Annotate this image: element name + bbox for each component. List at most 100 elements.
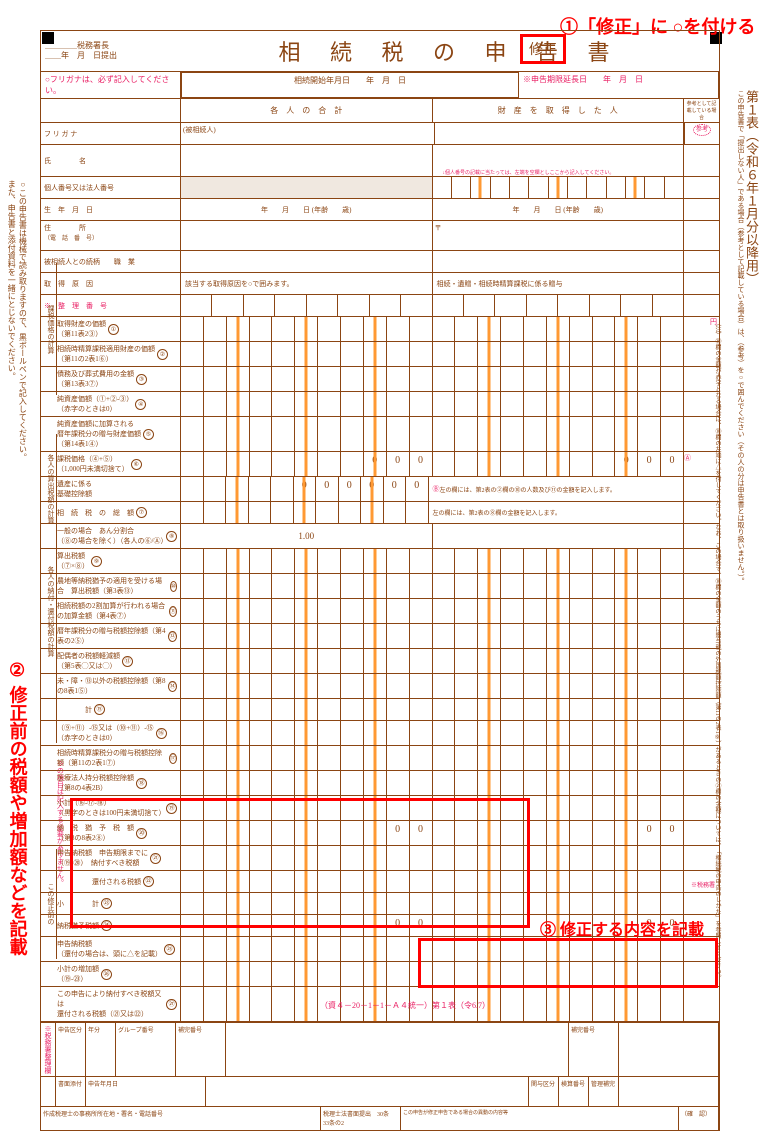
value-left[interactable] <box>181 392 433 416</box>
value-left[interactable]: 00 <box>181 915 433 936</box>
preparer-addr[interactable]: 作成税理士の事務所所在地・署名・電話番号 <box>41 1107 321 1130</box>
value-left[interactable] <box>181 674 433 698</box>
value-right[interactable] <box>433 893 685 914</box>
value-left[interactable] <box>181 846 433 870</box>
value-left[interactable] <box>181 893 433 914</box>
row-label: 未・障・⑬以外の税額控除額（第8の8表1⑤）⑭ <box>41 674 181 698</box>
value-right[interactable] <box>433 771 685 795</box>
value-left[interactable] <box>181 549 433 573</box>
row-label: 申告納税額 （還付の場合は、頭に△を記載）㉕ <box>41 937 181 961</box>
birth-right[interactable]: 年 月 日 (年齢 歳) <box>433 199 685 220</box>
footer-preparer: 作成税理士の事務所所在地・署名・電話番号 税理士法書面提出 30条 33条の2 … <box>41 1106 719 1130</box>
relation-right[interactable] <box>433 251 685 272</box>
value-right[interactable] <box>433 937 685 961</box>
row-mark <box>684 417 719 451</box>
value-right[interactable] <box>433 846 685 870</box>
row-mark <box>684 721 719 745</box>
value-left[interactable] <box>181 417 433 451</box>
address-right[interactable]: 〒 <box>433 221 685 250</box>
f2-1: 書面添付 <box>56 1077 86 1106</box>
furigana-right[interactable] <box>435 123 685 144</box>
col-header-total: 各 人 の 合 計 <box>181 99 433 122</box>
row-mark <box>684 796 719 820</box>
value-right[interactable] <box>433 746 685 770</box>
value-right[interactable] <box>433 599 685 623</box>
row-label: 納税猶予税額㉔ <box>41 915 181 936</box>
f-3: グループ番号 <box>116 1023 176 1076</box>
value-right[interactable] <box>433 871 685 892</box>
column-headers: 各 人 の 合 計 財 産 を 取 得 し た 人 参考として記載している場合 <box>41 99 719 123</box>
f2-2: 申告年月日 <box>86 1077 206 1106</box>
value-left[interactable]: 00 <box>181 821 433 845</box>
value-left[interactable] <box>181 574 433 598</box>
value-left[interactable] <box>181 649 433 673</box>
row-label: 相 続 税 の 総 額⑦ <box>41 502 181 523</box>
value-right[interactable] <box>433 317 685 341</box>
value-right[interactable] <box>433 624 685 648</box>
row-label: 申告納税額 申告期限までに （⑲-⑳） 納付すべき税額㉑ <box>41 846 181 870</box>
birth-left[interactable]: 年 月 日 (年齢 歳) <box>181 199 433 220</box>
row-mark <box>684 962 719 986</box>
cause-options[interactable]: 相続・遺贈・相続時精算課税に係る贈与 <box>433 273 685 294</box>
mynumber-right[interactable]: ↓個人番号の記載に当たっては、左端を空欄としここから記入してください。 <box>433 177 685 198</box>
calc-row-4: 純資産価額（①+②-③） （赤字のときは0）④ <box>41 392 719 417</box>
furigana-left[interactable]: (被相続人) <box>181 123 435 144</box>
value-left[interactable] <box>181 937 433 961</box>
value-right[interactable]: 000 <box>433 452 685 476</box>
value-left[interactable] <box>181 624 433 648</box>
office-label: 税務署長 <box>77 41 109 50</box>
row-mark <box>684 674 719 698</box>
shusei-checkbox[interactable]: 修正 <box>520 34 566 64</box>
calc-row-22: 申告納税額 申告期限までに （⑲-⑳） 納付すべき税額㉑ <box>41 846 719 871</box>
row-mark <box>684 821 719 845</box>
title-bar: ＿＿＿＿税務署長 ＿＿年 月 日提出 相 続 税 の 申 告 書 <box>41 31 719 72</box>
calc-row-24: この修正前の小 計㉓ <box>41 893 719 915</box>
f2-4: 検算番号 <box>559 1077 589 1106</box>
value-left[interactable] <box>181 962 433 986</box>
value-left[interactable] <box>181 367 433 391</box>
value-right[interactable] <box>433 342 685 366</box>
submit-date-label: 年 月 日提出 <box>61 51 117 60</box>
value-left[interactable] <box>181 746 433 770</box>
value-left[interactable] <box>181 502 429 523</box>
value-right[interactable] <box>433 574 685 598</box>
label-mynumber: 個人番号又は法人番号 <box>41 177 181 198</box>
value-right[interactable] <box>433 524 685 548</box>
name-left[interactable] <box>181 145 433 176</box>
value-right[interactable] <box>433 796 685 820</box>
value-left[interactable] <box>181 721 433 745</box>
value-left[interactable] <box>181 771 433 795</box>
address-left[interactable] <box>181 221 433 250</box>
correction-content-box[interactable]: この申告が修正申告である場合の異動の内容等 <box>401 1107 679 1130</box>
row-label: 相続時精算課税分の贈与税額控除額（第11の2表1⑦）⑰ <box>41 746 181 770</box>
value-right[interactable] <box>433 367 685 391</box>
row-label: 還付される税額㉒ <box>41 871 181 892</box>
value-left[interactable]: 000000 <box>181 477 429 501</box>
value-right[interactable] <box>433 392 685 416</box>
value-left[interactable]: 1.00 <box>181 524 433 548</box>
label-furigana: フ リ ガ ナ <box>41 123 181 144</box>
value-right[interactable] <box>433 674 685 698</box>
value-left[interactable] <box>181 699 433 720</box>
value-left[interactable] <box>181 871 433 892</box>
value-right[interactable] <box>433 962 685 986</box>
row-mark <box>684 367 719 391</box>
zeimu-note: ※税務署 <box>691 880 715 889</box>
value-right[interactable] <box>433 699 685 720</box>
value-right[interactable]: 00 <box>433 821 685 845</box>
row-mark <box>684 624 719 648</box>
value-right[interactable] <box>433 721 685 745</box>
col-header-person: 財 産 を 取 得 し た 人 <box>433 99 685 122</box>
value-left[interactable]: 000 <box>181 452 433 476</box>
row-label: 一般の場合 あん分割合 （⑧の場合を除く）（各人の⑥/Ⓐ）⑧ <box>41 524 181 548</box>
start-date-field[interactable]: 相続開始年月日 年 月 日 <box>181 72 519 98</box>
value-left[interactable] <box>181 599 433 623</box>
value-left[interactable] <box>181 796 433 820</box>
relation-left[interactable] <box>181 251 433 272</box>
value-right[interactable] <box>433 417 685 451</box>
row-mark <box>684 392 719 416</box>
value-right[interactable] <box>433 549 685 573</box>
value-right[interactable] <box>433 649 685 673</box>
value-left[interactable] <box>181 317 433 341</box>
value-left[interactable] <box>181 342 433 366</box>
